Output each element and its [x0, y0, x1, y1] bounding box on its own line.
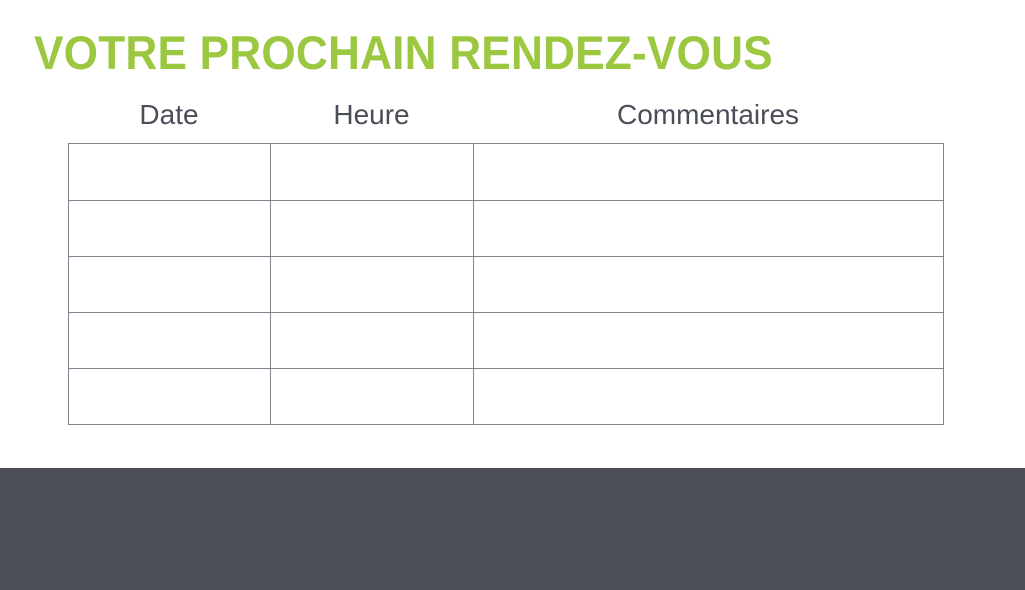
cell-commentaires[interactable]	[473, 312, 944, 369]
cell-commentaires[interactable]	[473, 143, 944, 201]
column-header-commentaires: Commentaires	[616, 99, 800, 130]
cell-commentaires[interactable]	[473, 256, 944, 313]
column-header-heure: Heure	[333, 99, 410, 130]
cell-date[interactable]	[68, 312, 271, 369]
appointment-table-block: Date Heure Commentaires	[68, 98, 944, 425]
cell-heure[interactable]	[270, 312, 474, 369]
table-row	[68, 312, 944, 369]
cell-date[interactable]	[68, 256, 271, 313]
cell-heure[interactable]	[270, 256, 474, 313]
table-row	[68, 200, 944, 257]
table-column-headers: Date Heure Commentaires	[68, 98, 943, 143]
cell-date[interactable]	[68, 143, 271, 201]
cell-heure[interactable]	[270, 143, 474, 201]
cell-heure[interactable]	[270, 368, 474, 425]
cell-heure[interactable]	[270, 200, 474, 257]
table-row	[68, 256, 944, 313]
page-title: VOTRE PROCHAIN RENDEZ-VOUS	[34, 26, 773, 79]
cell-date[interactable]	[68, 368, 271, 425]
cell-commentaires[interactable]	[473, 200, 944, 257]
table-row	[68, 368, 944, 425]
table-row	[68, 143, 944, 201]
footer-band	[0, 468, 1025, 590]
cell-commentaires[interactable]	[473, 368, 944, 425]
column-header-date: Date	[139, 99, 199, 130]
cell-date[interactable]	[68, 200, 271, 257]
appointment-table	[68, 143, 944, 425]
